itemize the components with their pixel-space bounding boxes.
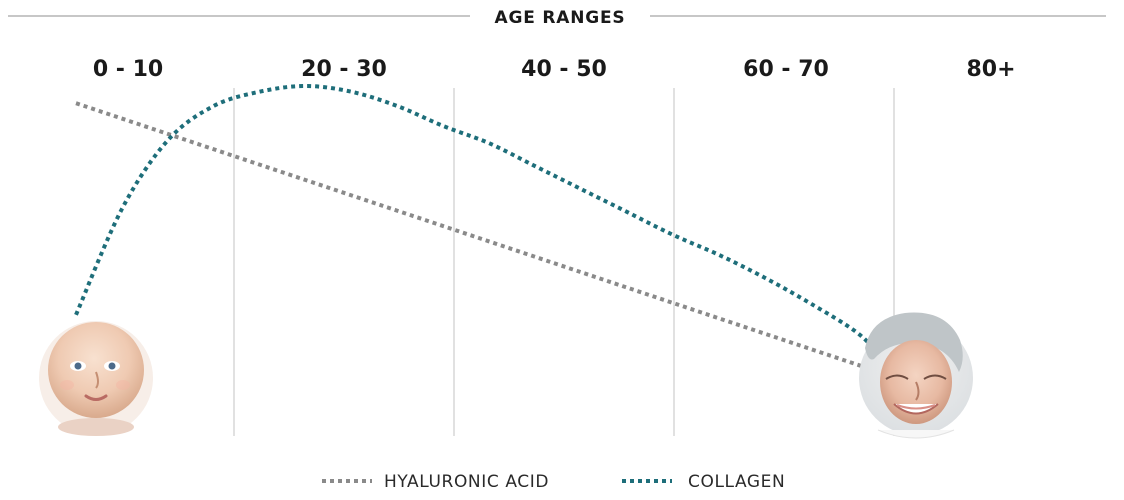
baby-photo [39, 321, 153, 436]
elderly-woman-photo [859, 312, 973, 439]
chart-title: AGE RANGES [495, 8, 626, 28]
tick-label-40-50: 40 - 50 [521, 57, 607, 82]
tick-label-20-30: 20 - 30 [301, 57, 387, 82]
legend-hyaluronic-label: HYALURONIC ACID [384, 472, 549, 492]
tick-label-0-10: 0 - 10 [93, 57, 163, 82]
series-line-hyaluronic-acid [75, 101, 880, 374]
tick-label-80plus: 80+ [966, 57, 1015, 82]
legend-collagen-label: COLLAGEN [688, 472, 785, 492]
series-line-collagen [74, 83, 881, 357]
tick-label-60-70: 60 - 70 [743, 57, 829, 82]
